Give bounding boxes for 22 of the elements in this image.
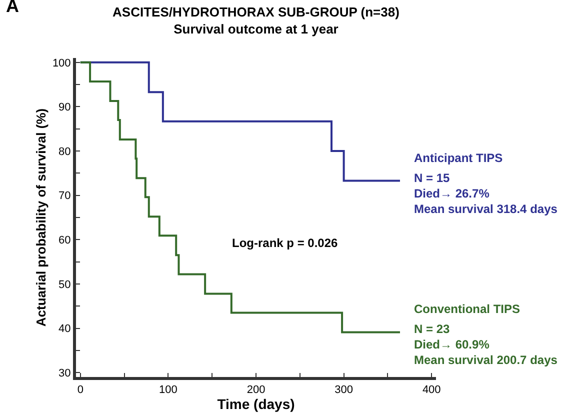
x-axis-title: Time (days) (217, 396, 295, 412)
x-tick-label: 200 (246, 384, 266, 396)
chart-title: ASCITES/HYDROTHORAX SUB-GROUP (n=38) (112, 4, 400, 20)
y-tick-label: 40 (58, 323, 71, 336)
series-label: Anticipant TIPS (414, 151, 503, 165)
series-label: Conventional TIPS (414, 302, 520, 316)
annotation: N = 15 Died→ 26.7% Mean survival 318.4 days (414, 171, 558, 216)
annotation: N = 23 Died→ 60.9% Mean survival 200.7 days (414, 322, 558, 368)
y-tick-label: 70 (58, 190, 71, 202)
y-tick-label: 90 (58, 102, 71, 114)
annotation: Log-rank p = 0.026 (232, 236, 338, 250)
y-axis-title: Actuarial probability of survival (%) (33, 108, 48, 327)
x-tick-label: 300 (334, 384, 353, 396)
y-tick-label: 30 (58, 367, 71, 380)
chart-subtitle: Survival outcome at 1 year (174, 22, 338, 37)
x-tick-label: 0 (77, 384, 84, 396)
x-tick-label: 400 (422, 384, 441, 396)
y-tick-label: 100 (52, 57, 71, 70)
y-tick-label: 80 (58, 146, 71, 158)
y-tick-label: 50 (58, 278, 71, 291)
y-tick-label: 60 (58, 234, 71, 246)
x-tick-label: 100 (159, 384, 178, 396)
